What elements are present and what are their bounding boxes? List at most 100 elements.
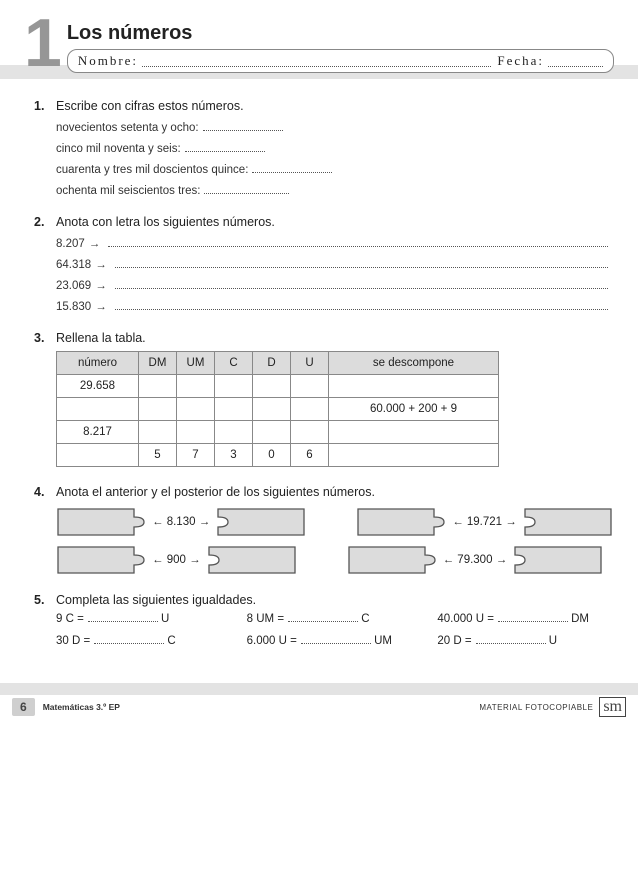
cell[interactable]: [139, 398, 177, 421]
ex1-title: Escribe con cifras estos números.: [56, 99, 244, 113]
ex2-item: 15.830: [56, 301, 91, 313]
cell[interactable]: [57, 398, 139, 421]
table-row: 8.217: [57, 421, 499, 444]
cell[interactable]: [329, 444, 499, 467]
fecha-label: Fecha:: [497, 53, 544, 69]
th: U: [291, 352, 329, 375]
cell[interactable]: [329, 375, 499, 398]
th: C: [215, 352, 253, 375]
header-right: Los números Nombre: Fecha:: [67, 18, 614, 73]
cell[interactable]: 3: [215, 444, 253, 467]
answer-field[interactable]: [252, 172, 332, 173]
publisher-logo: sm: [599, 697, 626, 717]
answer-field[interactable]: [108, 246, 608, 247]
footer-right: MATERIAL FOTOCOPIABLE: [479, 703, 593, 712]
cell[interactable]: 5: [139, 444, 177, 467]
puzzle-left-icon[interactable]: [56, 507, 146, 537]
table-row: 57306: [57, 444, 499, 467]
cell[interactable]: [291, 398, 329, 421]
footer-bar: [0, 683, 638, 695]
table-header-row: número DM UM C D U se descompone: [57, 352, 499, 375]
cell[interactable]: [253, 421, 291, 444]
puzzle-left-icon[interactable]: [356, 507, 446, 537]
puzzle-set: ← 8.130 →: [56, 507, 306, 537]
ex4-value: 8.130: [167, 516, 196, 528]
puzzle-right-icon[interactable]: [513, 545, 603, 575]
arrow-left-icon: ←: [452, 516, 464, 528]
cell[interactable]: 8.217: [57, 421, 139, 444]
cell[interactable]: [139, 421, 177, 444]
arrow-icon: →: [95, 301, 107, 313]
answer-field[interactable]: [115, 267, 608, 268]
puzzle-right-icon[interactable]: [216, 507, 306, 537]
answer-field[interactable]: [185, 151, 265, 152]
ex1-body: novecientos setenta y ocho: cinco mil no…: [34, 122, 608, 197]
eq-left: 8 UM =: [247, 613, 284, 625]
cell[interactable]: [291, 421, 329, 444]
cell[interactable]: [253, 398, 291, 421]
arrow-icon: →: [95, 280, 107, 292]
table-row: 60.000 + 200 + 9: [57, 398, 499, 421]
cell[interactable]: [329, 421, 499, 444]
ex5-body: 9 C = U 8 UM = C 40.000 U = DM 30 D = C …: [34, 613, 608, 647]
puzzle-right-icon[interactable]: [207, 545, 297, 575]
answer-field[interactable]: [476, 643, 546, 644]
exercise-5: 5. Completa las siguientes igualdades. 9…: [34, 593, 608, 647]
ex1-line: novecientos setenta y ocho:: [56, 122, 199, 134]
ex4-value: 79.300: [457, 554, 492, 566]
answer-field[interactable]: [301, 643, 371, 644]
fecha-field[interactable]: [548, 66, 603, 67]
cell[interactable]: 6: [291, 444, 329, 467]
ex4-body: ← 8.130 → ← 19.721 → ← 900 → ← 79.30: [34, 507, 608, 575]
arrow-left-icon: ←: [152, 516, 164, 528]
eq-left: 9 C =: [56, 613, 84, 625]
ex1-line: ochenta mil seiscientos tres:: [56, 185, 200, 197]
ex2-item: 64.318: [56, 259, 91, 271]
th: D: [253, 352, 291, 375]
ex3-body: número DM UM C D U se descompone 29.658 …: [34, 351, 608, 467]
answer-field[interactable]: [288, 621, 358, 622]
arrow-icon: →: [95, 259, 107, 271]
answer-field[interactable]: [94, 643, 164, 644]
footer: 6 Matemáticas 3.º EP MATERIAL FOTOCOPIAB…: [0, 695, 638, 727]
puzzle-right-icon[interactable]: [523, 507, 613, 537]
page-title: Los números: [67, 22, 614, 45]
cell[interactable]: [139, 375, 177, 398]
content: 1. Escribe con cifras estos números. nov…: [0, 79, 638, 675]
arrow-right-icon: →: [189, 554, 201, 566]
nombre-field[interactable]: [142, 66, 491, 67]
cell[interactable]: 7: [177, 444, 215, 467]
ex3-number: 3.: [34, 331, 56, 345]
puzzle-left-icon[interactable]: [56, 545, 146, 575]
ex1-number: 1.: [34, 99, 56, 113]
cell[interactable]: 60.000 + 200 + 9: [329, 398, 499, 421]
answer-field[interactable]: [88, 621, 158, 622]
th: número: [57, 352, 139, 375]
cell[interactable]: 0: [253, 444, 291, 467]
cell[interactable]: 29.658: [57, 375, 139, 398]
answer-field[interactable]: [203, 130, 283, 131]
answer-field[interactable]: [115, 288, 608, 289]
answer-field[interactable]: [204, 193, 289, 194]
eq-right: U: [161, 613, 169, 625]
cell[interactable]: [177, 398, 215, 421]
cell[interactable]: [177, 421, 215, 444]
footer-subject: Matemáticas 3.º EP: [43, 702, 120, 712]
cell[interactable]: [177, 375, 215, 398]
cell[interactable]: [215, 421, 253, 444]
ex4-value: 19.721: [467, 516, 502, 528]
eq-left: 6.000 U =: [247, 635, 297, 647]
cell[interactable]: [215, 398, 253, 421]
cell[interactable]: [291, 375, 329, 398]
exercise-3: 3. Rellena la tabla. número DM UM C D U …: [34, 331, 608, 467]
worksheet-header: 1 Los números Nombre: Fecha:: [0, 0, 638, 73]
cell[interactable]: [253, 375, 291, 398]
answer-field[interactable]: [115, 309, 608, 310]
answer-field[interactable]: [498, 621, 568, 622]
cell[interactable]: [57, 444, 139, 467]
unit-number: 1: [24, 18, 59, 69]
cell[interactable]: [215, 375, 253, 398]
th: se descompone: [329, 352, 499, 375]
ex5-title: Completa las siguientes igualdades.: [56, 593, 256, 607]
puzzle-left-icon[interactable]: [347, 545, 437, 575]
